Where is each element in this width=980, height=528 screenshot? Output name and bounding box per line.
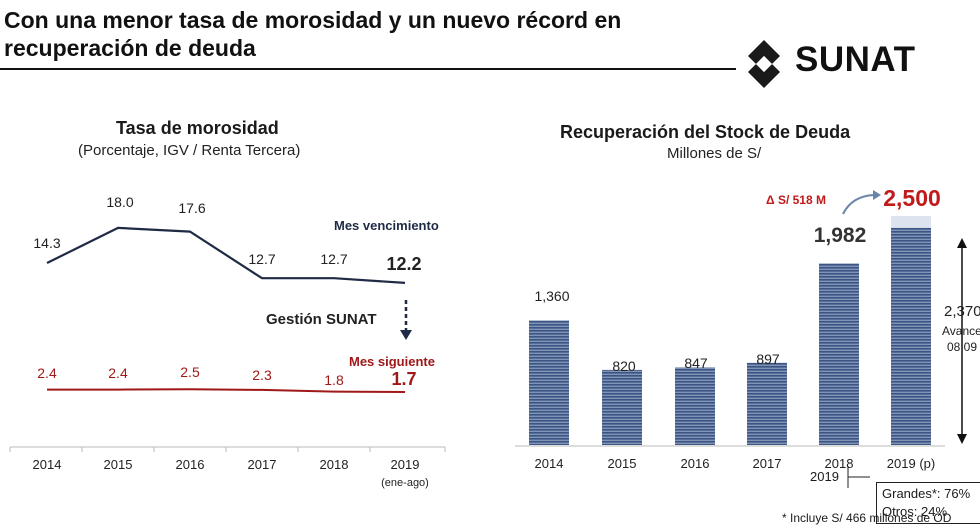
footnote-text: * Incluye S/ 466 millones de OD	[782, 511, 952, 525]
data-label-siguiente: 1.8	[324, 372, 344, 388]
data-label-vencimiento: 18.0	[106, 194, 133, 210]
left-x-label: 2018	[320, 457, 349, 472]
delta-curved-arrow	[842, 194, 875, 215]
breakdown-otros: Otros: 24%	[882, 504, 948, 519]
avance-text: Avance	[942, 324, 980, 338]
down-arrow-head	[400, 330, 412, 340]
bar-2019	[891, 227, 931, 445]
avance-value: 2,370	[944, 303, 980, 320]
left-chart-subtitle: (Porcentaje, IGV / Renta Tercera)	[78, 142, 301, 159]
left-x-label: 2015	[104, 457, 133, 472]
data-label-siguiente: 2.4	[37, 365, 57, 381]
sunat-s-logo-icon	[748, 40, 780, 88]
breakdown-grandes: Grandes*: 76%	[882, 486, 971, 501]
avance-arrow-down	[957, 434, 967, 444]
bar-value-label: 847	[684, 355, 708, 371]
left-x-sublabel: (ene-ago)	[381, 477, 429, 489]
right-chart-subtitle: Millones de S/	[667, 145, 762, 162]
data-label-vencimiento: 12.2	[386, 254, 421, 274]
left-x-label: 2019	[391, 457, 420, 472]
line-series-mes-siguiente	[47, 388, 406, 393]
left-x-label: 2014	[33, 457, 62, 472]
right-chart-title: Recuperación del Stock de Deuda	[560, 122, 851, 142]
right-x-label: 2015	[608, 456, 637, 471]
data-label-vencimiento: 14.3	[33, 235, 60, 251]
data-label-vencimiento: 12.7	[248, 251, 275, 267]
data-label-vencimiento: 17.6	[178, 200, 205, 216]
data-label-siguiente: 2.4	[108, 365, 128, 381]
data-label-siguiente: 2.3	[252, 367, 272, 383]
data-label-siguiente: 1.7	[391, 369, 416, 389]
left-x-label: 2016	[176, 457, 205, 472]
bar-value-label: 2,500	[883, 185, 941, 211]
annotation-gestion-sunat: Gestión SUNAT	[266, 311, 377, 328]
bar-value-label: 897	[756, 351, 780, 367]
data-label-vencimiento: 12.7	[320, 251, 347, 267]
avance-date: 08.09	[947, 340, 977, 354]
breakdown-box	[876, 482, 980, 524]
right-x-label: 2017	[753, 456, 782, 471]
left-chart-title: Tasa de morosidad	[116, 118, 279, 138]
right-x-label: 2014	[535, 456, 564, 471]
bar-2014	[529, 320, 569, 445]
page-title-line-1: Con una menor tasa de morosidad y un nue…	[4, 7, 622, 33]
page-title-line-2: recuperación de deuda	[4, 35, 256, 61]
title-rule	[0, 68, 736, 70]
bar-projected-remainder	[891, 216, 931, 228]
bar-2016	[675, 367, 715, 445]
data-label-siguiente: 2.5	[180, 364, 200, 380]
left-x-label: 2017	[248, 457, 277, 472]
right-x-label: 2018	[825, 456, 854, 471]
right-x-label: 2019 (p)	[887, 456, 935, 471]
breakdown-year: 2019	[810, 469, 839, 484]
legend-mes-vencimiento: Mes vencimiento	[334, 218, 439, 233]
bar-2015	[602, 369, 642, 445]
sunat-logo-text: SUNAT	[795, 40, 916, 79]
bar-value-label: 1,360	[534, 288, 569, 304]
avance-arrow-up	[957, 238, 967, 248]
legend-mes-siguiente: Mes siguiente	[349, 354, 435, 369]
line-series-mes-vencimiento	[46, 226, 406, 284]
bar-value-label: 1,982	[814, 224, 867, 247]
right-x-label: 2016	[681, 456, 710, 471]
delta-label: Δ S/ 518 M	[766, 193, 826, 207]
bar-2017	[747, 362, 787, 445]
bar-2018	[819, 263, 859, 445]
delta-arrow-head	[873, 190, 881, 200]
bar-value-label: 820	[612, 358, 636, 374]
